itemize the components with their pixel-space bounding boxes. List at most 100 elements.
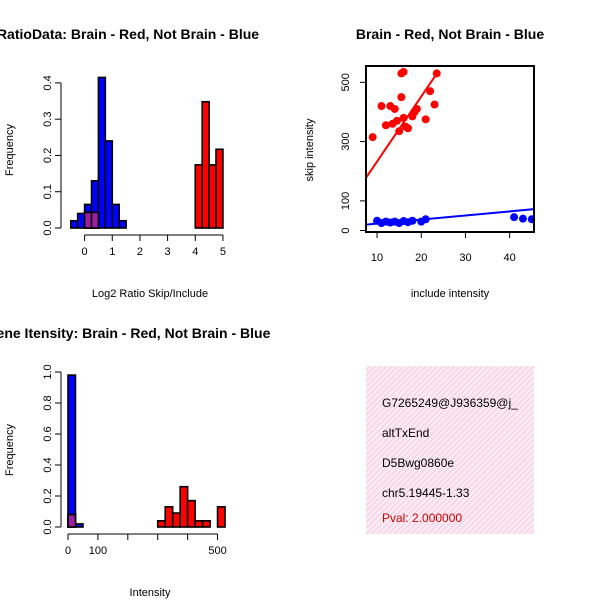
ratio-hist-x-tick-label: 1 [109,246,115,258]
scatter-x-tick-label: 40 [504,252,516,264]
scatter-x-tick-label: 10 [371,252,383,264]
scatter-frame [365,65,535,233]
scatter-ylabel: skip intensity [304,118,316,181]
ratio-hist-bars [69,76,224,229]
info-panel-background [366,366,534,534]
scatter-point-brain-18 [426,87,435,96]
scatter-point-not-brain-10 [421,215,430,224]
intensity-hist-bar-overlap-0 [67,513,77,528]
scatter-points [366,67,534,228]
intensity-hist-x-tick-label: 500 [208,545,226,557]
ratio-hist-bar-not-brain-5 [104,140,114,229]
intensity-hist-y-tick-label: 1.0 [42,364,54,379]
info-panel: G7265249@J936359@j_ altTxEnd D5Bwg0860e … [366,366,534,534]
event-type: altTxEnd [382,426,429,440]
scatter-point-brain-17 [421,115,430,124]
event-id: G7265249@J936359@j_ [382,396,518,410]
intensity-hist-bar-brain-3 [171,512,181,528]
ratio-hist-bar-brain-5 [215,148,224,229]
intensity-hist-y-tick-label: 0.0 [42,519,54,534]
scatter-y-tick-label: 500 [340,73,352,91]
scatter-point-brain-20 [432,69,441,78]
scatter-point-brain-5 [390,104,399,113]
scatter-point-brain-13 [404,124,412,133]
scatter-fit-line-brain [366,69,440,179]
intensity-hist-bar-brain-7 [201,519,211,528]
intensity-hist-y-tick-label: 0.6 [42,426,54,441]
ratio-hist-bar-brain-4 [208,164,217,229]
ratio-hist-y-tick-label: 0.3 [42,112,54,127]
scatter-title: Brain - Red, Not Brain - Blue [356,26,544,42]
intensity-hist-y-tick-label: 0.4 [42,457,54,472]
scatter-x-tick-label: 30 [459,252,471,264]
ratio-hist-y-tick-label: 0.4 [42,75,54,90]
scatter-point-not-brain-12 [518,214,527,223]
ratio-hist-bar-not-brain-7 [118,219,127,229]
ratio-hist-y-tick-label: 0.0 [42,220,54,235]
intensity-hist-title: Gene Itensity: Brain - Red, Not Brain - … [0,325,271,341]
probe-id: D5Bwg0860e [382,456,454,470]
intensity-hist-x-tick-label: 0 [65,545,71,557]
intensity-hist-bar-brain-5 [186,499,196,528]
scatter-point-brain-6 [392,116,401,125]
scatter-y-tick-label: 300 [340,132,352,150]
ratio-hist-x-tick-label: 5 [220,246,226,258]
scatter-point-not-brain-11 [510,213,519,222]
intensity-hist-ylabel: Frequency [4,424,16,476]
intensity-hist-bar-brain-2 [164,506,174,528]
ratio-hist-x-tick-label: 0 [82,246,88,258]
scatter-point-not-brain-8 [408,216,417,225]
intensity-hist-axes: 0 100 500 0.0 0.2 0.4 0.6 0.8 1.0 [42,364,227,557]
intensity-hist-bars [67,374,226,528]
pval: Pval: 2.000000 [382,511,462,525]
intensity-hist-bar-not-brain-1 [74,523,84,528]
intensity-hist-bar-brain-1 [156,519,167,528]
scatter-y-tick-label: 0 [340,227,352,233]
scatter-plot-area [366,67,534,228]
ratio-histogram: RatioData: Brain - Red, Not Brain - Blue… [0,26,259,300]
scatter-axes: 10 20 30 40 0 100 300 500 [340,65,535,264]
scatter-point-brain-0 [368,133,377,142]
location: chr5.19445-1.33 [382,486,470,500]
ratio-hist-bar-not-brain-6 [111,203,120,229]
ratio-hist-axes: 0 1 2 3 4 5 0.0 0.1 0.2 0.3 0.4 [42,75,226,258]
ratio-hist-xlabel: Log2 Ratio Skip/Include [92,288,208,300]
intensity-hist-x-tick-label: 100 [89,545,107,557]
intensity-hist-y-tick-label: 0.2 [42,488,54,503]
ratio-hist-y-tick-label: 0.2 [42,148,54,163]
ratio-hist-bar-overlap-3 [90,211,100,229]
intensity-hist-y-tick-label: 0.8 [42,395,54,410]
ratio-hist-bar-brain-3 [201,100,210,229]
ratio-hist-x-tick-label: 4 [192,246,198,258]
scatter-point-brain-10 [397,93,406,102]
scatter-xlabel: include intensity [411,288,490,300]
intensity-histogram: Gene Itensity: Brain - Red, Not Brain - … [0,325,271,599]
ratio-hist-bar-overlap-2 [83,211,93,229]
ratio-hist-x-tick-label: 3 [165,246,171,258]
ratio-hist-bar-not-brain-4 [97,76,107,229]
scatter-point-brain-7 [395,127,404,136]
intensity-hist-bar-not-brain-0 [67,374,77,528]
scatter-point-brain-16 [412,104,421,113]
scatter-point-brain-1 [377,102,386,111]
intensity-hist-bar-brain-6 [194,519,204,528]
scatter-point-brain-11 [399,113,408,122]
scatter-y-tick-label: 100 [340,192,352,210]
ratio-hist-bar-not-brain-0 [69,219,79,229]
scatter-point-brain-19 [430,100,439,109]
scatter-point-brain-2 [381,121,390,130]
scatter-point-not-brain-13 [527,215,534,224]
scatter-point-brain-9 [399,67,408,76]
ratio-hist-x-tick-label: 2 [137,246,143,258]
ratio-hist-bar-not-brain-1 [76,212,86,229]
intensity-hist-bar-brain-4 [179,485,189,528]
intensity-hist-xlabel: Intensity [130,587,171,599]
scatter-plot: Brain - Red, Not Brain - Blue 10 20 30 4001… [304,26,544,300]
ratio-hist-bar-brain-2 [194,164,203,229]
ratio-hist-title: RatioData: Brain - Red, Not Brain - Blue [0,26,259,42]
ratio-hist-ylabel: Frequency [4,124,16,176]
scatter-x-tick-label: 20 [415,252,427,264]
intensity-hist-bar-brain-8 [216,506,226,528]
ratio-hist-y-tick-label: 0.1 [42,184,54,199]
